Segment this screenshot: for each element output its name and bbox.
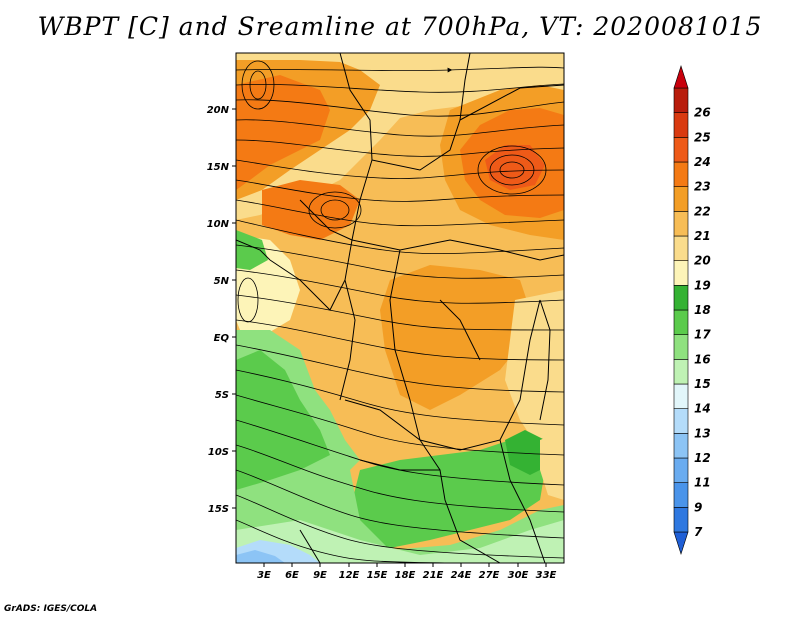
colorbar-swatch [673, 112, 689, 138]
lon-tick: 3E [257, 563, 271, 581]
map-frame [235, 52, 565, 564]
wbpt-region-20-southeast [540, 430, 564, 500]
colorbar-label: 9 [694, 500, 702, 514]
lon-label-27e: 27E [479, 570, 500, 581]
colorbar-swatch [673, 507, 689, 533]
lat-label-10s: 10S [208, 447, 229, 458]
lat-tick: 15S [208, 504, 236, 515]
colorbar-swatch [673, 359, 689, 385]
lon-label-30e: 30E [508, 570, 529, 581]
lon-label-3e: 3E [257, 570, 271, 581]
colorbar-label: 13 [694, 426, 711, 440]
lon-tick: 6E [285, 563, 299, 581]
lat-tick: 10N [207, 219, 236, 230]
lat-tick: EQ [214, 333, 236, 344]
colorbar-label: 14 [694, 402, 711, 416]
colorbar-label: 17 [694, 328, 711, 342]
lon-tick: 33E [536, 563, 557, 581]
map-panel [235, 52, 565, 564]
wbpt-region-14-southwest [236, 550, 285, 563]
lon-label-9e: 9E [313, 570, 327, 581]
lon-tick: 21E [423, 563, 444, 581]
lon-label-6e: 6E [285, 570, 299, 581]
lat-label-10n: 10N [207, 219, 230, 230]
colorbar-label: 19 [694, 278, 711, 292]
colorbar-label: 7 [694, 525, 703, 539]
wbpt-region-19-east [505, 290, 564, 460]
colorbar-label: 21 [694, 229, 711, 243]
colorbar-swatch [673, 482, 689, 508]
colorbar-low-arrow [673, 531, 689, 555]
colorbar-swatch [673, 186, 689, 212]
wbpt-region-21-center [380, 265, 530, 410]
wbpt-region-18-south [350, 440, 545, 548]
lon-tick: 30E [508, 563, 529, 581]
lon-tick: 24E [451, 563, 472, 581]
lat-tick: 20N [207, 105, 236, 116]
lon-label-15e: 15E [367, 570, 388, 581]
lat-tick: 5N [214, 276, 236, 287]
colorbar: 7 9 11 12 13 14 15 16 17 18 19 20 21 22 23 24 25 26 [673, 65, 711, 555]
lon-tick: 15E [367, 563, 388, 581]
colorbar-label: 22 [694, 204, 711, 218]
colorbar-label: 16 [694, 352, 711, 366]
lat-label-5n: 5N [214, 276, 230, 287]
colorbar-label: 15 [694, 377, 711, 391]
colorbar-label: 25 [694, 130, 711, 144]
colorbar-swatch [673, 87, 689, 113]
lat-tick: 5S [215, 390, 236, 401]
lat-tick: 15N [207, 162, 236, 173]
grads-credit: GrADS: IGES/COLA [4, 604, 98, 614]
wbpt-region-23-west [262, 180, 360, 240]
lon-tick: 27E [479, 563, 500, 581]
colorbar-label: 23 [694, 180, 711, 194]
colorbar-label: 11 [694, 476, 711, 490]
lon-tick: 12E [339, 563, 360, 581]
lat-label-5s: 5S [215, 390, 229, 401]
lon-tick: 18E [395, 563, 416, 581]
lat-tick: 10S [208, 447, 236, 458]
wbpt-region-18-west [236, 230, 268, 270]
colorbar-swatch [673, 309, 689, 335]
lat-label-eq: EQ [214, 333, 230, 344]
lon-axis: 3E 6E 9E 12E 15E 18E 21E 24E 27E 30E 33E [257, 563, 557, 581]
colorbar-high-arrow [673, 65, 689, 89]
wbpt-region-23-north [236, 75, 330, 190]
lon-label-24e: 24E [451, 570, 472, 581]
wbpt-region-18-southwest [236, 350, 330, 490]
colorbar-swatch [673, 235, 689, 261]
lon-label-21e: 21E [423, 570, 444, 581]
colorbar-swatch [673, 408, 689, 434]
colorbar-swatch [673, 457, 689, 483]
lon-label-12e: 12E [339, 570, 360, 581]
colorbar-swatch [673, 383, 689, 409]
colorbar-swatch [673, 433, 689, 459]
colorbar-label: 20 [694, 254, 711, 268]
lat-axis: 20N 15N 10N 5N EQ 5S 10S 15S [207, 105, 236, 515]
lat-label-15s: 15S [208, 504, 229, 515]
lon-label-33e: 33E [536, 570, 557, 581]
colorbar-label: 26 [694, 106, 711, 120]
colorbar-swatch [673, 260, 689, 286]
wbpt-region-18-southeast [505, 430, 550, 475]
colorbar-label: 24 [694, 155, 711, 169]
colorbar-swatch [673, 211, 689, 237]
lat-label-20n: 20N [207, 105, 230, 116]
colorbar-label: 12 [694, 451, 711, 465]
colorbar-swatch [673, 285, 689, 311]
colorbar-swatch [673, 334, 689, 360]
lon-tick: 9E [313, 563, 327, 581]
wbpt-region-20-center [320, 300, 385, 390]
country-borders [236, 53, 564, 563]
colorbar-label: 18 [694, 303, 711, 317]
colorbar-swatch [673, 161, 689, 187]
colorbar-swatch [673, 137, 689, 163]
streamlines [236, 60, 564, 563]
lat-label-15n: 15N [207, 162, 230, 173]
lon-label-18e: 18E [395, 570, 416, 581]
chart-title: WBPT [C] and Sreamline at 700hPa, VT: 20… [37, 12, 763, 41]
